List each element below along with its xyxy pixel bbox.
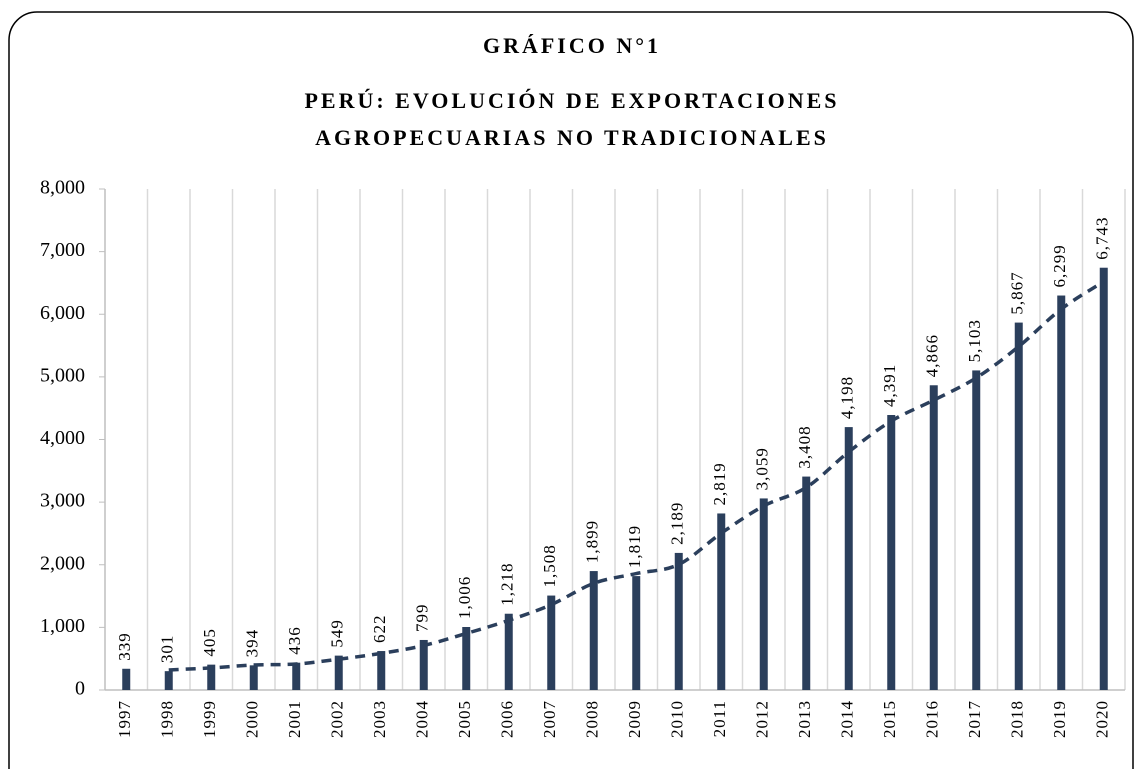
y-tick-label: 1,000 xyxy=(40,615,85,637)
data-label: 3,059 xyxy=(753,447,772,490)
bar xyxy=(419,639,428,690)
bar xyxy=(632,576,641,690)
data-label: 2,819 xyxy=(710,462,729,505)
y-tick-label: 5,000 xyxy=(40,364,85,386)
y-tick-label: 6,000 xyxy=(40,302,85,324)
bar xyxy=(292,662,301,690)
bar xyxy=(122,668,131,690)
data-label: 1,508 xyxy=(540,544,559,587)
x-tick-label: 2017 xyxy=(965,700,984,738)
x-tick-label: 2015 xyxy=(880,700,899,738)
x-tick-label: 2006 xyxy=(498,700,517,738)
bar xyxy=(759,498,768,690)
y-tick-label: 4,000 xyxy=(40,427,85,449)
frame xyxy=(8,11,1134,769)
x-tick-label: 2014 xyxy=(838,700,857,738)
bar xyxy=(334,655,343,690)
data-label: 549 xyxy=(328,619,347,648)
x-tick-label: 2007 xyxy=(540,700,559,738)
bar xyxy=(462,626,471,690)
x-tick-label: 2016 xyxy=(923,700,942,738)
data-label: 4,198 xyxy=(838,376,857,419)
bar xyxy=(802,476,811,690)
bar xyxy=(674,552,683,690)
y-tick-label: 2,000 xyxy=(40,552,85,574)
data-label: 5,103 xyxy=(965,319,984,362)
data-label: 301 xyxy=(158,635,177,664)
chart-subtitle: AGROPECUARIAS NO TRADICIONALES xyxy=(315,125,829,150)
x-tick-label: 2004 xyxy=(413,700,432,738)
bar xyxy=(589,571,598,690)
y-tick-label: 7,000 xyxy=(40,239,85,261)
y-tick-label: 8,000 xyxy=(40,177,85,199)
x-tick-label: 2002 xyxy=(328,700,347,738)
bar xyxy=(207,664,216,690)
data-label: 2,189 xyxy=(668,502,687,545)
data-label: 394 xyxy=(243,629,262,658)
bar xyxy=(249,665,258,690)
bar xyxy=(504,613,513,690)
bar xyxy=(1099,267,1108,690)
data-label: 5,867 xyxy=(1008,271,1027,314)
trendline xyxy=(168,280,1105,672)
data-label: 799 xyxy=(413,603,432,632)
x-tick-label: 2008 xyxy=(583,700,602,738)
data-label: 6,743 xyxy=(1093,216,1112,259)
data-label: 1,006 xyxy=(455,576,474,619)
x-tick-label: 2019 xyxy=(1050,700,1069,738)
x-tick-label: 2001 xyxy=(285,700,304,738)
data-label: 1,899 xyxy=(583,520,602,563)
x-tick-label: 2000 xyxy=(243,700,262,738)
bar xyxy=(164,671,173,690)
data-label: 3,408 xyxy=(795,425,814,468)
data-label: 436 xyxy=(285,626,304,655)
x-tick-label: 2009 xyxy=(625,700,644,738)
bar xyxy=(1057,295,1066,690)
x-tick-label: 2005 xyxy=(455,700,474,738)
y-tick-label: 3,000 xyxy=(40,490,85,512)
x-tick-label: 2003 xyxy=(370,700,389,738)
x-tick-label: 1997 xyxy=(115,700,134,738)
data-label: 6,299 xyxy=(1050,244,1069,287)
bar xyxy=(887,415,896,690)
x-tick-label: 2018 xyxy=(1008,700,1027,738)
bar xyxy=(844,427,853,690)
bar xyxy=(547,595,556,690)
x-tick-label: 1998 xyxy=(158,700,177,738)
data-label: 339 xyxy=(115,632,134,661)
bar xyxy=(377,651,386,690)
data-label: 4,866 xyxy=(923,334,942,377)
x-tick-label: 2013 xyxy=(795,700,814,738)
x-tick-label: 2012 xyxy=(753,700,772,738)
data-label: 1,819 xyxy=(625,525,644,568)
x-tick-label: 2011 xyxy=(710,700,729,737)
x-tick-label: 1999 xyxy=(200,700,219,738)
bar xyxy=(972,370,981,690)
chart-subtitle: PERÚ: EVOLUCIÓN DE EXPORTACIONES xyxy=(304,88,839,113)
bar xyxy=(929,385,938,690)
data-label: 405 xyxy=(200,628,219,657)
chart-title: GRÁFICO N°1 xyxy=(483,33,661,58)
bar xyxy=(1014,322,1023,690)
bar xyxy=(717,513,726,690)
data-label: 622 xyxy=(370,615,389,644)
data-label: 4,391 xyxy=(880,364,899,407)
x-tick-label: 2020 xyxy=(1093,700,1112,738)
y-tick-label: 0 xyxy=(75,678,85,700)
data-label: 1,218 xyxy=(498,562,517,605)
x-tick-label: 2010 xyxy=(668,700,687,738)
